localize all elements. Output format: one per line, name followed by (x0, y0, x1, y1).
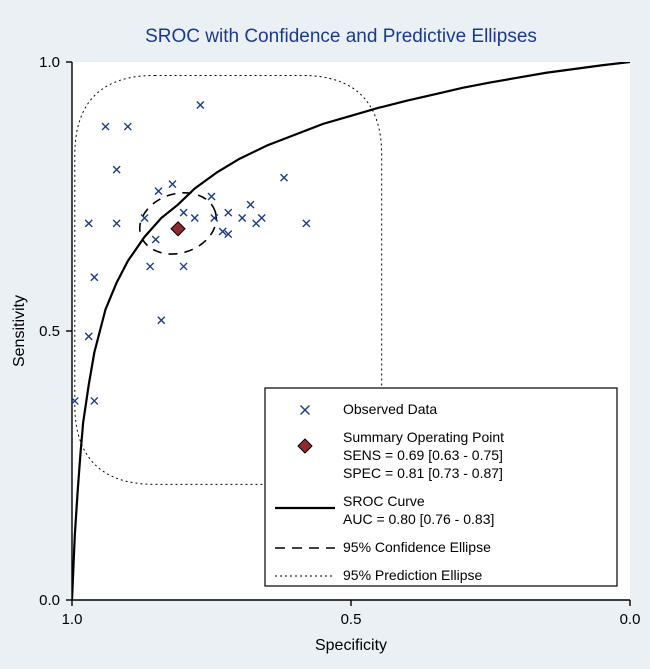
legend: Observed Data Summary Operating Point SENS… (265, 388, 617, 586)
y-tick-label: 0.5 (39, 323, 60, 340)
x-tick-label: 0.5 (341, 611, 362, 628)
legend-observed: Observed Data (343, 401, 437, 417)
legend-sroc-line2: AUC = 0.80 [0.76 - 0.83] (343, 511, 494, 527)
legend-summary-line1: Summary Operating Point (343, 429, 504, 445)
legend-summary-line2: SENS = 0.69 [0.63 - 0.75] (343, 447, 503, 463)
legend-sroc-line1: SROC Curve (343, 493, 425, 509)
sroc-svg: SROC with Confidence and Predictive Elli… (0, 0, 650, 669)
legend-summary-line3: SPEC = 0.81 [0.73 - 0.87] (343, 465, 503, 481)
y-axis-label: Sensitivity (11, 295, 28, 367)
x-tick-label: 1.0 (62, 611, 83, 628)
legend-conf: 95% Confidence Ellipse (343, 539, 491, 555)
chart-title: SROC with Confidence and Predictive Elli… (145, 26, 537, 47)
y-tick-label: 1.0 (39, 54, 60, 71)
sroc-figure: SROC with Confidence and Predictive Elli… (0, 0, 650, 669)
x-axis-label: Specificity (315, 637, 387, 654)
x-tick-label: 0.0 (620, 611, 641, 628)
y-tick-label: 0.0 (39, 592, 60, 609)
legend-pred: 95% Prediction Ellipse (343, 567, 483, 583)
